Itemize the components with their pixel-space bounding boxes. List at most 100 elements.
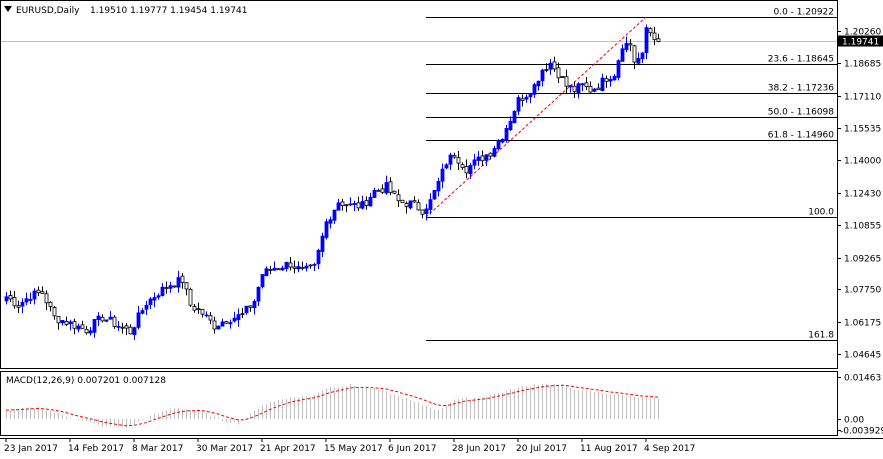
candle-body [196,308,201,311]
candle-body [544,69,549,71]
time-tick-label: 14 Feb 2017 [68,444,124,454]
candle-body [260,274,265,288]
price-tick-label: 1.18685 [844,60,881,70]
candle-body [120,326,125,329]
candle-body [620,48,625,62]
candle-body [60,320,65,324]
candle-body [152,297,157,301]
candle-body [368,196,373,207]
time-tick-label: 20 Jul 2017 [516,444,567,454]
time-axis: 23 Jan 2017 14 Feb 2017 8 Mar 2017 30 Mar 2… [4,438,695,454]
candle-body [396,194,401,202]
candle-body [348,203,353,206]
candle-body [272,267,277,271]
candle-body [392,190,397,194]
candle-body [452,155,457,158]
candle-body [84,328,89,334]
candle-body [600,77,605,91]
candle-body [652,32,657,41]
macd-signal-line [5,384,659,427]
candle-body [624,43,629,51]
macd-tick-label: 0.01463 [844,374,881,384]
candle-body [172,285,177,288]
candle-body [88,330,93,334]
candle-body [500,139,505,143]
candle-body [176,277,181,288]
candle-body [92,319,97,333]
candle-body [16,305,21,308]
candle-body [484,154,489,161]
candle-body [436,181,441,192]
price-tick-label: 1.04645 [844,351,881,361]
candle-body [28,299,33,301]
candle-body [248,305,253,308]
candle-body [236,314,241,321]
candle-body [332,209,337,221]
candle-body [616,60,621,78]
fib-level-label: 23.6 - 1.18645 [768,55,834,65]
fib-level-label: 38.2 - 1.17236 [768,84,834,94]
price-tick-label: 1.17110 [844,93,881,103]
candle-body [36,289,41,294]
candle-body [188,289,193,306]
candle-body [560,76,565,78]
candle-body [520,98,525,101]
macd-tick-label: -0.003929 [840,427,883,437]
candle-body [412,200,417,203]
price-tick-label: 1.12430 [844,190,881,200]
candle-body [4,296,9,302]
candle-body [292,266,297,269]
candle-body [596,87,601,91]
symbol-dropdown-icon[interactable] [4,6,12,12]
candle-body [380,188,385,193]
candle-body [356,202,361,209]
candle-body [408,200,413,209]
price-tick-label: 1.10855 [844,222,881,232]
candle-body [424,208,429,215]
candle-body [432,189,437,200]
candle-body [648,28,653,34]
candle-body [556,67,561,79]
candle-body [112,316,117,327]
candle-body [52,307,57,317]
candle-body [528,94,533,98]
candle-body [400,199,405,203]
candle-body [536,80,541,87]
candle-body [104,319,109,322]
candle-body [124,325,129,329]
macd-series [5,383,659,429]
macd-tick-label: 0.00 [844,416,864,426]
price-tick-label: 1.14000 [844,157,881,167]
candle-body [632,45,637,63]
candle-body [128,326,133,335]
candle-body [32,290,37,300]
candle-body [312,263,317,266]
candle-body [316,249,321,265]
candle-body [440,168,445,182]
time-tick-label: 6 Jun 2017 [388,444,436,454]
candle-body [584,82,589,87]
fib-level-label: 61.8 - 1.14960 [768,131,834,141]
candle-body [628,43,633,46]
candle-body [296,266,301,270]
candle-body [24,298,29,303]
candlestick-series [4,24,661,340]
candle-body [64,321,69,325]
fibonacci-retracement: 0.0 - 1.20922 23.6 - 1.18645 38.2 - 1.1723… [1,8,837,341]
candle-body [328,219,333,224]
time-tick-label: 28 Jun 2017 [452,444,506,454]
price-tick-label: 1.06175 [844,319,881,329]
candle-body [504,128,509,141]
candle-body [656,38,661,42]
candle-body [508,120,513,131]
candle-body [308,264,313,267]
candle-body [136,312,141,328]
macd-header: MACD(12,26,9) 0.007201 0.007128 [6,376,166,386]
candle-body [12,297,17,307]
candle-body [592,88,597,92]
candle-body [540,69,545,82]
candle-body [588,86,593,93]
candle-body [460,164,465,168]
candle-body [608,79,613,82]
